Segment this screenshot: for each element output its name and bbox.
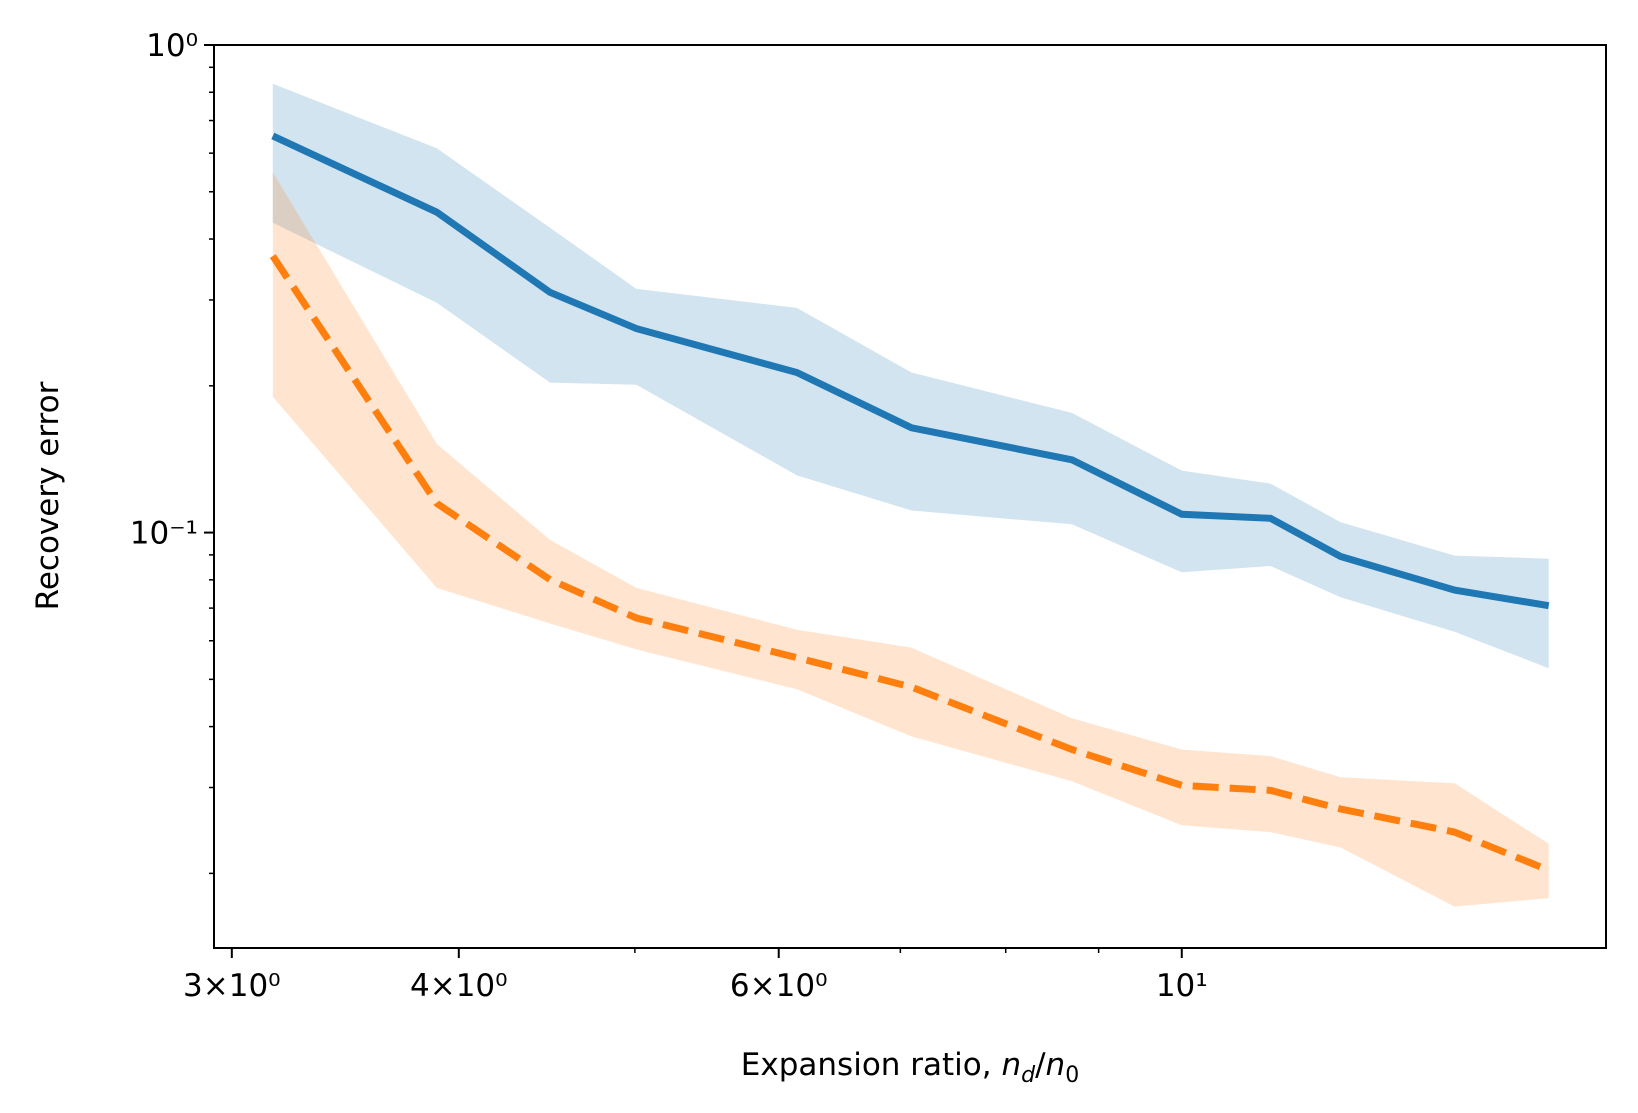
x-tick-label: 4×10⁰ bbox=[410, 968, 508, 1004]
plot-frame bbox=[213, 44, 1607, 949]
line bbox=[271, 132, 1550, 610]
error-band bbox=[272, 83, 1549, 669]
x-axis-label: Expansion ratio, nd/n0 bbox=[741, 1047, 1079, 1088]
y-tick-label: 10⁻¹ bbox=[130, 516, 198, 552]
x-label-text: / bbox=[1035, 1047, 1046, 1083]
x-tick-label: 3×10⁰ bbox=[183, 968, 281, 1004]
x-label-text: Expansion ratio, bbox=[741, 1047, 1002, 1083]
y-axis-label: Recovery error bbox=[30, 381, 66, 610]
x-label-text: n bbox=[1001, 1047, 1021, 1083]
x-label-text: 0 bbox=[1065, 1063, 1079, 1088]
x-tick-label: 6×10⁰ bbox=[730, 968, 828, 1004]
x-label-text: d bbox=[1021, 1063, 1036, 1088]
x-tick-label: 10¹ bbox=[1156, 968, 1208, 1004]
y-tick-label: 10⁰ bbox=[146, 28, 198, 64]
error-band bbox=[272, 172, 1549, 907]
x-label-text: n bbox=[1046, 1047, 1066, 1083]
line bbox=[269, 254, 1551, 874]
